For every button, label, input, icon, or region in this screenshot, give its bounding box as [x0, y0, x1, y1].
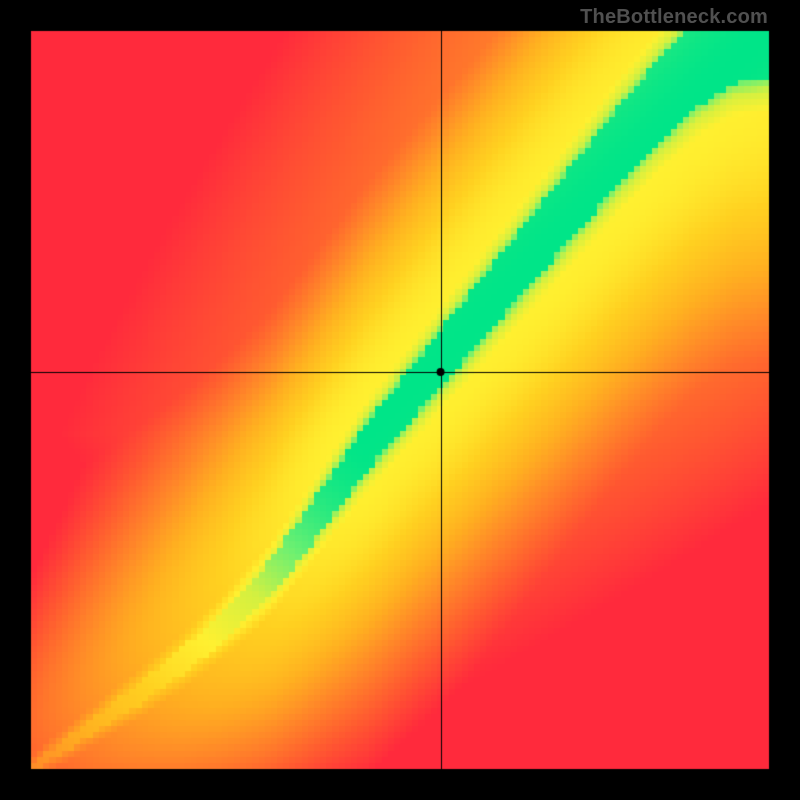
- heatmap-canvas: [0, 0, 800, 800]
- watermark: TheBottleneck.com: [580, 6, 768, 29]
- chart-container: TheBottleneck.com: [0, 0, 800, 800]
